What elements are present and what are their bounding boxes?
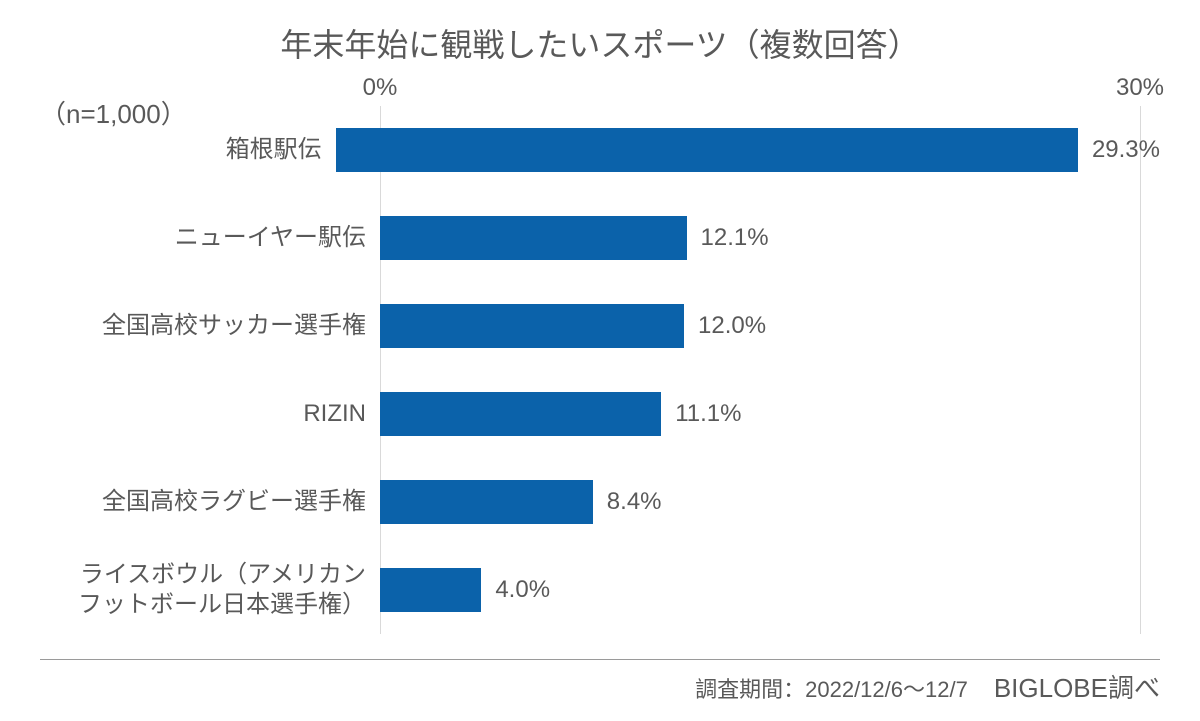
bar-area: 29.3% xyxy=(336,106,1160,194)
bar-row: RIZIN 11.1% xyxy=(40,370,1160,458)
data-source: BIGLOBE調べ xyxy=(994,668,1160,705)
bar-row: ニューイヤー駅伝 12.1% xyxy=(40,194,1160,282)
bar-row: 箱根駅伝 29.3% xyxy=(40,106,1160,194)
bar xyxy=(380,304,684,348)
value-label: 12.1% xyxy=(701,224,769,252)
chart-footer: 調査期間：2022/12/6〜12/7 BIGLOBE調べ xyxy=(40,659,1160,705)
value-label: 12.0% xyxy=(698,312,766,340)
bar-area: 12.0% xyxy=(380,282,1160,370)
category-label: ライスボウル（アメリカン フットボール日本選手権） xyxy=(40,560,380,620)
bar-row: ライスボウル（アメリカン フットボール日本選手権） 4.0% xyxy=(40,546,1160,634)
x-axis-labels: （n=1,000） 0% 30% xyxy=(40,66,1160,106)
bar xyxy=(336,128,1078,172)
bar xyxy=(380,568,481,612)
bar xyxy=(380,392,661,436)
axis-tick-1: 30% xyxy=(1116,74,1164,102)
bar-row: 全国高校サッカー選手権 12.0% xyxy=(40,282,1160,370)
bar-row: 全国高校ラグビー選手権 8.4% xyxy=(40,458,1160,546)
axis-tick-0: 0% xyxy=(363,74,398,102)
bar xyxy=(380,216,687,260)
value-label: 8.4% xyxy=(607,488,662,516)
category-label: 全国高校ラグビー選手権 xyxy=(40,487,380,517)
bar-area: 4.0% xyxy=(380,546,1160,634)
value-label: 11.1% xyxy=(675,400,741,428)
survey-period: 調査期間：2022/12/6〜12/7 xyxy=(695,672,968,704)
bar-area: 12.1% xyxy=(380,194,1160,282)
category-label: ニューイヤー駅伝 xyxy=(40,223,380,253)
bar xyxy=(380,480,593,524)
chart-container: 年末年始に観戦したいスポーツ（複数回答） （n=1,000） 0% 30% 箱根… xyxy=(0,0,1200,721)
category-label: 全国高校サッカー選手権 xyxy=(40,311,380,341)
category-label: RIZIN xyxy=(40,399,380,429)
bar-area: 8.4% xyxy=(380,458,1160,546)
plot-area: 箱根駅伝 29.3% ニューイヤー駅伝 12.1% 全国高校サッカー選手権 12.0% RI… xyxy=(40,106,1160,634)
value-label: 29.3% xyxy=(1092,136,1160,164)
bar-area: 11.1% xyxy=(380,370,1160,458)
value-label: 4.0% xyxy=(495,576,550,604)
category-label: 箱根駅伝 xyxy=(40,135,336,165)
chart-title: 年末年始に観戦したいスポーツ（複数回答） xyxy=(40,20,1160,66)
